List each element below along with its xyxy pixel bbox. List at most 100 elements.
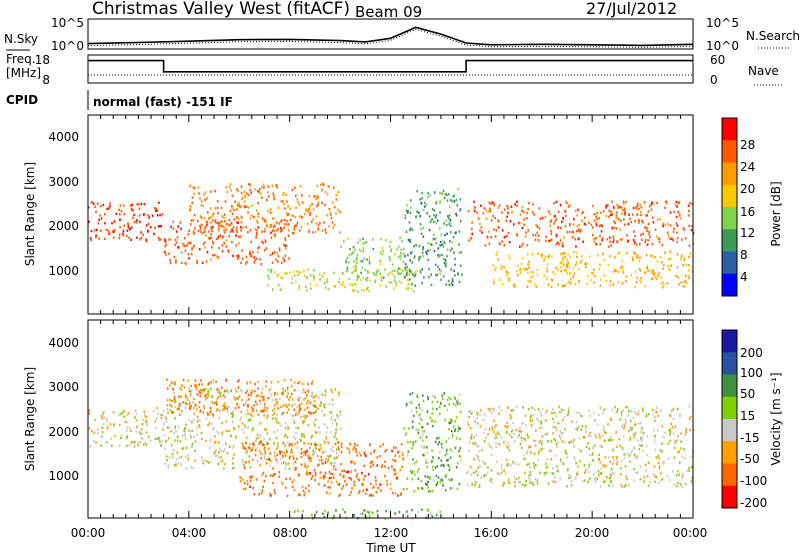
heatmap-cell bbox=[456, 214, 458, 217]
heatmap-cell bbox=[215, 454, 218, 457]
heatmap-cell bbox=[101, 431, 104, 434]
heatmap-cell bbox=[306, 289, 308, 292]
heatmap-cell bbox=[594, 240, 596, 244]
heatmap-cell bbox=[188, 257, 190, 260]
vel-cbar-tick-100: 100 bbox=[740, 366, 763, 380]
heatmap-cell bbox=[210, 258, 212, 261]
heatmap-cell bbox=[644, 238, 647, 242]
heatmap-cell bbox=[263, 447, 266, 451]
heatmap-cell bbox=[273, 407, 276, 410]
heatmap-cell bbox=[555, 243, 557, 246]
heatmap-cell bbox=[121, 411, 124, 414]
heatmap-cell bbox=[201, 389, 204, 392]
heatmap-cell bbox=[632, 206, 635, 210]
heatmap-cell bbox=[534, 238, 537, 242]
heatmap-cell bbox=[636, 213, 639, 216]
heatmap-cell bbox=[280, 276, 282, 279]
heatmap-cell bbox=[95, 210, 97, 213]
heatmap-cell bbox=[202, 411, 205, 414]
heatmap-cell bbox=[207, 424, 209, 427]
heatmap-cell bbox=[263, 186, 265, 189]
heatmap-cell bbox=[500, 267, 502, 270]
heatmap-cell bbox=[359, 238, 361, 241]
colorbar-segment bbox=[722, 251, 737, 275]
heatmap-cell bbox=[645, 445, 648, 448]
heatmap-cell bbox=[206, 412, 209, 415]
heatmap-cell bbox=[166, 426, 169, 429]
heatmap-cell bbox=[670, 237, 672, 241]
heatmap-cell bbox=[343, 469, 345, 473]
heatmap-cell bbox=[216, 408, 219, 411]
heatmap-cell bbox=[189, 205, 192, 208]
heatmap-cell bbox=[495, 460, 498, 464]
heatmap-cell bbox=[565, 269, 567, 272]
heatmap-cell bbox=[263, 403, 266, 406]
heatmap-cell bbox=[207, 237, 210, 240]
heatmap-cell bbox=[493, 204, 496, 207]
heatmap-cell bbox=[330, 476, 333, 479]
heatmap-cell bbox=[331, 473, 334, 476]
heatmap-cell bbox=[274, 392, 276, 395]
heatmap-cell bbox=[205, 260, 208, 263]
heatmap-cell bbox=[537, 452, 540, 455]
freq-label-2: [MHz] bbox=[6, 66, 41, 80]
heatmap-cell bbox=[635, 243, 638, 246]
heatmap-cell bbox=[175, 430, 177, 433]
heatmap-cell bbox=[313, 469, 316, 472]
heatmap-cell bbox=[333, 186, 335, 189]
heatmap-cell bbox=[636, 256, 639, 259]
heatmap-cell bbox=[446, 399, 449, 402]
heatmap-cell bbox=[200, 455, 203, 459]
heatmap-cell bbox=[164, 415, 167, 418]
heatmap-cell bbox=[474, 420, 476, 423]
heatmap-cell bbox=[326, 214, 328, 217]
heatmap-cell bbox=[444, 241, 446, 244]
heatmap-cell bbox=[654, 434, 656, 438]
heatmap-cell bbox=[299, 215, 301, 218]
heatmap-cell bbox=[393, 473, 396, 476]
heatmap-cell bbox=[539, 440, 541, 443]
vel-ytick-1000: 1000 bbox=[48, 469, 79, 483]
heatmap-cell bbox=[506, 215, 508, 218]
heatmap-cell bbox=[194, 383, 196, 387]
heatmap-cell bbox=[501, 229, 504, 232]
heatmap-cell bbox=[467, 484, 470, 487]
heatmap-cell bbox=[266, 198, 268, 202]
heatmap-cell bbox=[219, 392, 221, 395]
heatmap-cell bbox=[410, 440, 412, 444]
heatmap-cell bbox=[628, 213, 630, 216]
heatmap-cell bbox=[407, 287, 410, 290]
heatmap-cell bbox=[233, 208, 235, 212]
heatmap-cell bbox=[108, 207, 110, 210]
heatmap-cell bbox=[677, 482, 679, 485]
heatmap-cell bbox=[212, 254, 214, 257]
heatmap-cell bbox=[411, 420, 414, 423]
heatmap-cell bbox=[289, 218, 292, 222]
heatmap-cell bbox=[570, 440, 572, 443]
heatmap-cell bbox=[681, 474, 684, 477]
heatmap-cell bbox=[622, 200, 625, 203]
heatmap-cell bbox=[324, 389, 327, 392]
heatmap-cell bbox=[266, 416, 268, 419]
heatmap-cell bbox=[249, 217, 252, 220]
heatmap-cell bbox=[620, 411, 623, 414]
heatmap-cell bbox=[658, 241, 661, 244]
heatmap-cell bbox=[360, 250, 362, 253]
heatmap-cell bbox=[425, 446, 428, 449]
heatmap-cell bbox=[228, 223, 231, 226]
heatmap-cell bbox=[602, 425, 605, 428]
heatmap-cell bbox=[578, 228, 580, 231]
heatmap-cell bbox=[250, 192, 253, 195]
heatmap-cell bbox=[241, 216, 243, 219]
heatmap-cell bbox=[119, 204, 122, 207]
heatmap-cell bbox=[456, 204, 459, 207]
heatmap-cell bbox=[416, 190, 418, 193]
heatmap-cell bbox=[430, 273, 432, 276]
heatmap-cell bbox=[166, 387, 169, 390]
heatmap-cell bbox=[377, 487, 379, 490]
heatmap-cell bbox=[688, 277, 690, 280]
power-cbar-tick-12: 12 bbox=[740, 226, 755, 240]
heatmap-cell bbox=[133, 444, 136, 447]
heatmap-cell bbox=[285, 247, 287, 250]
heatmap-cell bbox=[564, 225, 567, 228]
